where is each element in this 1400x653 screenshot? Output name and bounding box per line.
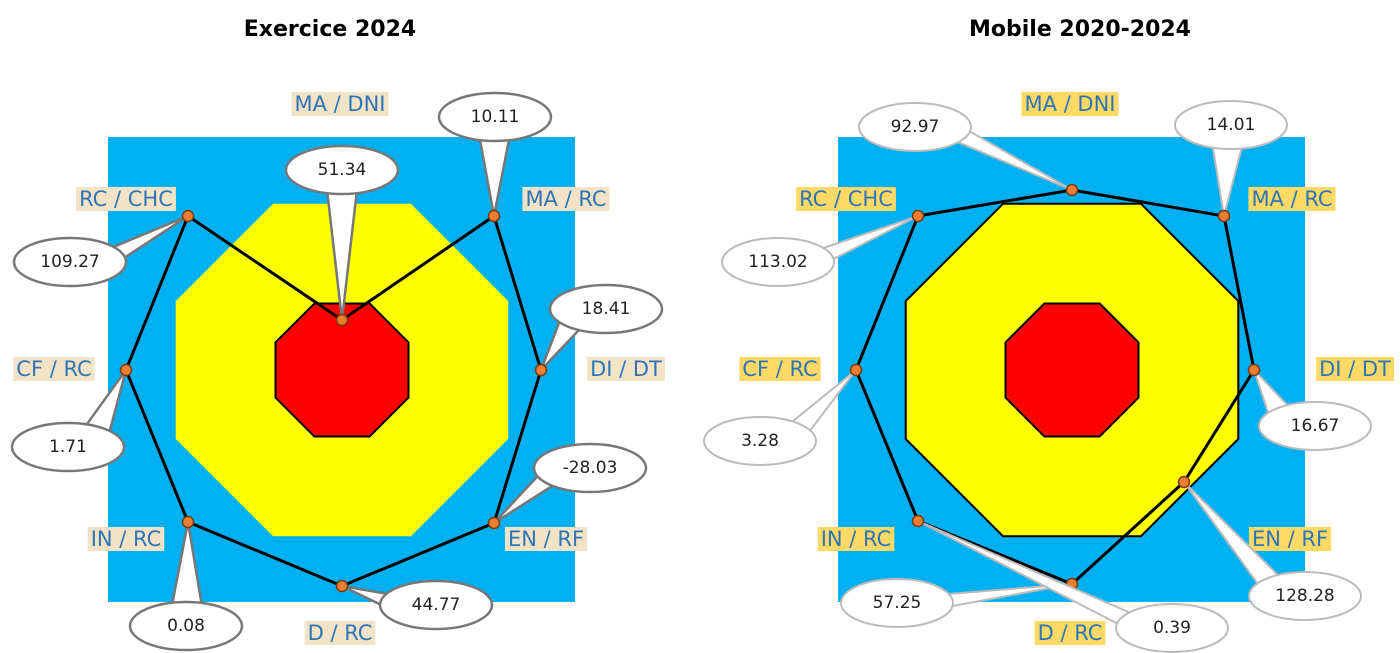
axis-label: IN / RC [821,527,892,551]
callout-bubble [532,442,648,494]
red-zone [1004,302,1140,438]
radar-point [1065,183,1079,197]
axis-label-bg [76,187,176,211]
axis-label: DI / DT [590,357,662,381]
radar-point [1217,209,1231,223]
callout-bubble [128,600,244,652]
axis-label: RC / CHC [79,187,173,211]
callout-bubble [1174,100,1288,150]
callout-bubble [378,579,494,631]
axis-label-bg [291,92,389,116]
radar-panel: Mobile 2020-2024 MA / DNI MA / RC DI / DT EN… [703,17,1395,653]
callout-value: 3.28 [741,431,779,451]
callout-value: 10.11 [471,107,520,127]
radar-point [119,363,133,377]
axis-label: EN / RF [508,527,584,551]
axis-label-bg [87,527,165,551]
radar-point [487,209,501,223]
radar-point [911,209,925,223]
axis-label-bg [739,357,821,381]
panel-title: Exercice 2024 [244,17,416,42]
radar-point [849,363,863,377]
axis-label-bg [504,527,588,551]
axis-label: MA / RC [525,187,606,211]
axis-label: D / RC [1038,621,1103,645]
axis-label-bg [1248,187,1336,211]
callout-value: -28.03 [563,458,618,478]
callout-bubble [437,91,553,143]
axis-label-bg [13,357,95,381]
axis-label: D / RC [308,621,373,645]
axis-label-bg [522,187,610,211]
axis-label: CF / RC [16,357,91,381]
callout-value: 57.25 [873,593,922,613]
axis-label: MA / DNI [295,92,386,116]
callout-value: 92.97 [891,117,940,137]
callout-value: 113.02 [748,252,807,272]
callout-value: 14.01 [1207,115,1256,135]
callout-bubble [1258,401,1372,451]
radar-panel: Exercice 2024 MA / DNI MA / RC DI / DT EN / … [10,17,666,652]
callout-value: 109.27 [40,252,99,272]
axis-label-bg [1248,527,1332,551]
axis-label-bg [817,527,895,551]
callout-value: 1.71 [49,437,87,457]
axis-label: CF / RC [742,357,817,381]
callout-value: 0.08 [167,616,205,636]
callout-value: 44.77 [412,595,461,615]
axis-label-bg [1021,92,1119,116]
axis-label-bg [796,187,896,211]
callout-bubble [284,144,400,196]
radar-point [335,313,349,327]
callout-bubble [1248,571,1362,621]
axis-label-bg [1034,621,1106,645]
callout-value: 16.67 [1291,416,1340,436]
axis-label: EN / RF [1252,527,1328,551]
axis-label: DI / DT [1319,357,1391,381]
radar-point [911,514,925,528]
callout-bubble [721,237,835,287]
callout-value: 128.28 [1275,586,1334,606]
callout-bubble [703,416,817,466]
radar-point [534,363,548,377]
radar-point [1247,363,1261,377]
axis-label-bg [587,357,666,381]
radar-point [1177,475,1191,489]
axis-label-bg [1316,357,1395,381]
callout-bubble [1115,603,1229,653]
callout-bubble [858,102,972,152]
radar-point [181,515,195,529]
red-zone [274,302,410,438]
callout-value: 18.41 [582,299,631,319]
callout-value: 51.34 [318,160,367,180]
axis-label: RC / CHC [799,187,893,211]
panel-title: Mobile 2020-2024 [969,17,1191,42]
axis-label: MA / RC [1251,187,1332,211]
callout-bubble [548,283,664,335]
callout-bubble [10,421,126,473]
axis-label: MA / DNI [1025,92,1116,116]
radar-point [335,579,349,593]
radar-point [181,209,195,223]
axis-label: IN / RC [91,527,162,551]
callout-value: 0.39 [1153,618,1191,638]
radar-point [487,516,501,530]
axis-label-bg [304,621,376,645]
callout-bubble [840,578,954,628]
callout-bubble [12,236,128,288]
